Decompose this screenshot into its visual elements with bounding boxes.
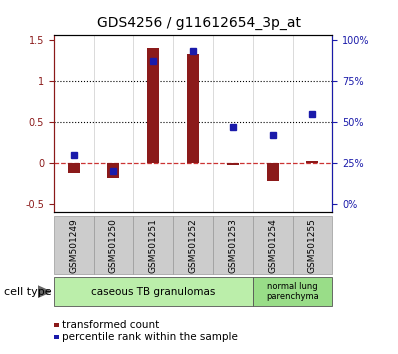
Text: percentile rank within the sample: percentile rank within the sample [62,332,238,342]
Text: GSM501250: GSM501250 [109,218,118,273]
Text: normal lung
parenchyma: normal lung parenchyma [266,282,319,301]
Text: transformed count: transformed count [62,320,159,330]
Text: GDS4256 / g11612654_3p_at: GDS4256 / g11612654_3p_at [97,16,301,30]
Text: GSM501254: GSM501254 [268,218,277,273]
Text: GSM501251: GSM501251 [149,218,158,273]
Text: cell type: cell type [4,287,52,297]
Bar [68,163,80,173]
Text: GSM501253: GSM501253 [228,218,237,273]
Bar [147,48,159,163]
Text: GSM501249: GSM501249 [69,218,78,273]
Bar [306,160,318,163]
Bar [267,163,279,181]
Bar [227,163,239,165]
Polygon shape [38,286,51,297]
Text: GSM501252: GSM501252 [189,218,197,273]
Text: GSM501255: GSM501255 [308,218,317,273]
Bar [187,54,199,163]
Bar [107,163,119,178]
Text: caseous TB granulomas: caseous TB granulomas [91,287,215,297]
